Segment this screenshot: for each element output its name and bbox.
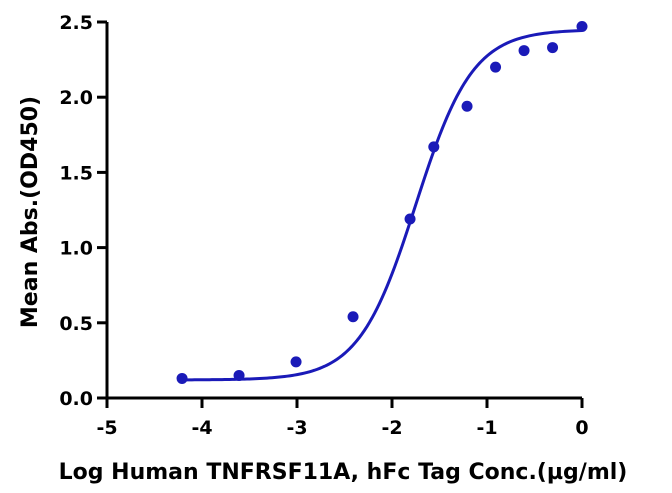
x-tick-label: -5	[96, 417, 117, 439]
fit-curve	[182, 29, 583, 382]
data-point	[404, 213, 416, 225]
y-tick-label: 2.0	[59, 87, 93, 109]
data-point	[461, 100, 473, 112]
y-tick-label: 0.0	[59, 388, 93, 410]
x-axis-title: Log Human TNFRSF11A, hFc Tag Conc.(µg/ml…	[59, 460, 628, 485]
axes	[105, 22, 582, 400]
y-tick-label: 1.5	[59, 162, 93, 184]
x-tick-label: -4	[191, 417, 212, 439]
x-tick-label: 0	[575, 417, 588, 439]
y-ticks: 0.0 0.5 1.0 1.5 2.0 2.5	[59, 12, 107, 410]
data-point	[428, 141, 440, 153]
data-point	[233, 369, 245, 381]
y-tick-label: 2.5	[59, 12, 93, 34]
data-point	[490, 61, 502, 73]
x-tick-label: -2	[381, 417, 402, 439]
y-tick-label: 0.5	[59, 313, 93, 335]
data-point	[547, 42, 559, 54]
y-tick-label: 1.0	[59, 238, 93, 260]
data-points	[176, 21, 588, 384]
data-point	[518, 45, 530, 57]
data-point	[576, 21, 588, 33]
x-tick-label: -1	[476, 417, 497, 439]
data-point	[290, 356, 302, 368]
x-tick-label: -3	[286, 417, 307, 439]
y-axis-title: Mean Abs.(OD450)	[18, 96, 43, 328]
data-point	[347, 311, 359, 323]
x-ticks: -5 -4 -3 -2 -1 0	[96, 398, 589, 439]
data-point	[176, 372, 188, 384]
